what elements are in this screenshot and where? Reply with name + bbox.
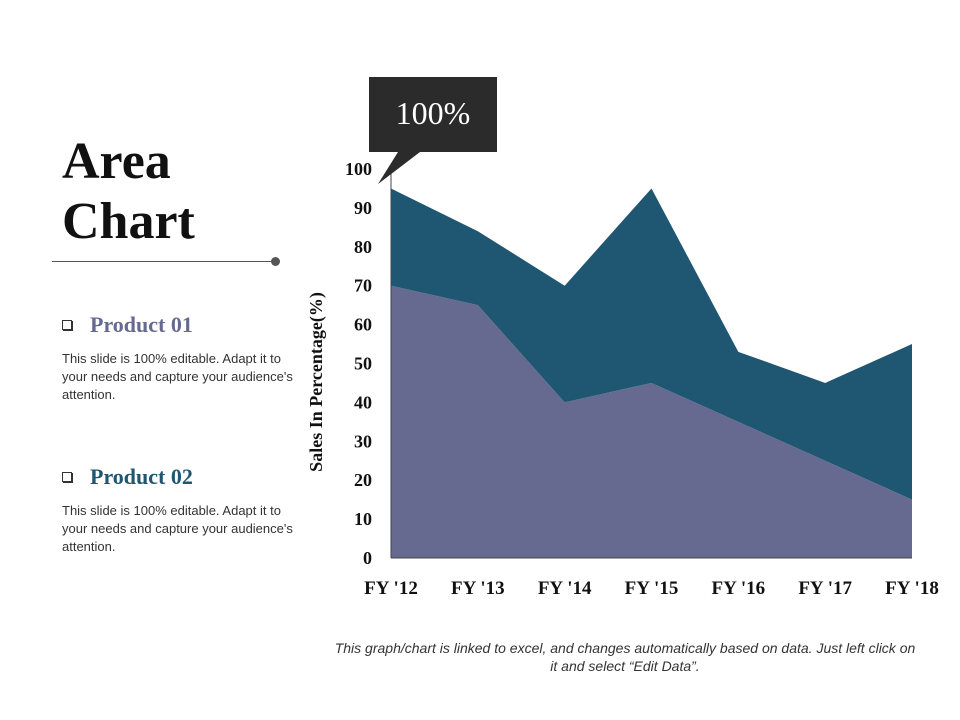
product-01-block: Product 01 This slide is 100% editable. … [62,312,294,404]
y-tick-label: 80 [354,237,372,257]
x-tick-label: FY '15 [625,578,679,599]
checkbox-bullet-icon [62,472,72,482]
callout-text: 100% [396,95,471,131]
divider-dot [271,257,280,266]
product-02-name: Product 02 [90,464,193,489]
y-tick-label: 60 [354,315,372,335]
y-tick-label: 0 [363,548,372,568]
title-divider [52,261,274,262]
callout-box [369,77,497,184]
y-axis-title: Sales In Percentage(%) [306,292,327,472]
title-line-1: Area [62,133,171,190]
title-line-2: Chart [62,193,195,250]
y-tick-label: 70 [354,276,372,296]
y-tick-label: 40 [354,392,372,412]
x-tick-label: FY '14 [538,578,592,599]
x-tick-label: FY '18 [885,578,939,599]
checkbox-bullet-icon [62,320,72,330]
y-tick-label: 10 [354,509,372,529]
slide-title: Area Chart [62,132,195,252]
product-02-description: This slide is 100% editable. Adapt it to… [62,503,293,554]
product-02-block: Product 02 This slide is 100% editable. … [62,464,294,556]
area-series-2 [391,188,912,500]
y-tick-label: 20 [354,470,372,490]
x-tick-label: FY '13 [451,578,505,599]
product-01-description: This slide is 100% editable. Adapt it to… [62,351,293,402]
y-tick-label: 100 [345,159,372,179]
x-tick-label: FY '16 [712,578,766,599]
product-01-name: Product 01 [90,312,193,337]
area-series-1 [391,285,912,558]
y-tick-label: 90 [354,198,372,218]
y-tick-label: 50 [354,354,372,374]
y-tick-label: 30 [354,431,372,451]
x-tick-label: FY '17 [798,578,852,599]
chart-footnote: This graph/chart is linked to excel, and… [334,640,916,674]
x-tick-label: FY '12 [364,578,418,599]
